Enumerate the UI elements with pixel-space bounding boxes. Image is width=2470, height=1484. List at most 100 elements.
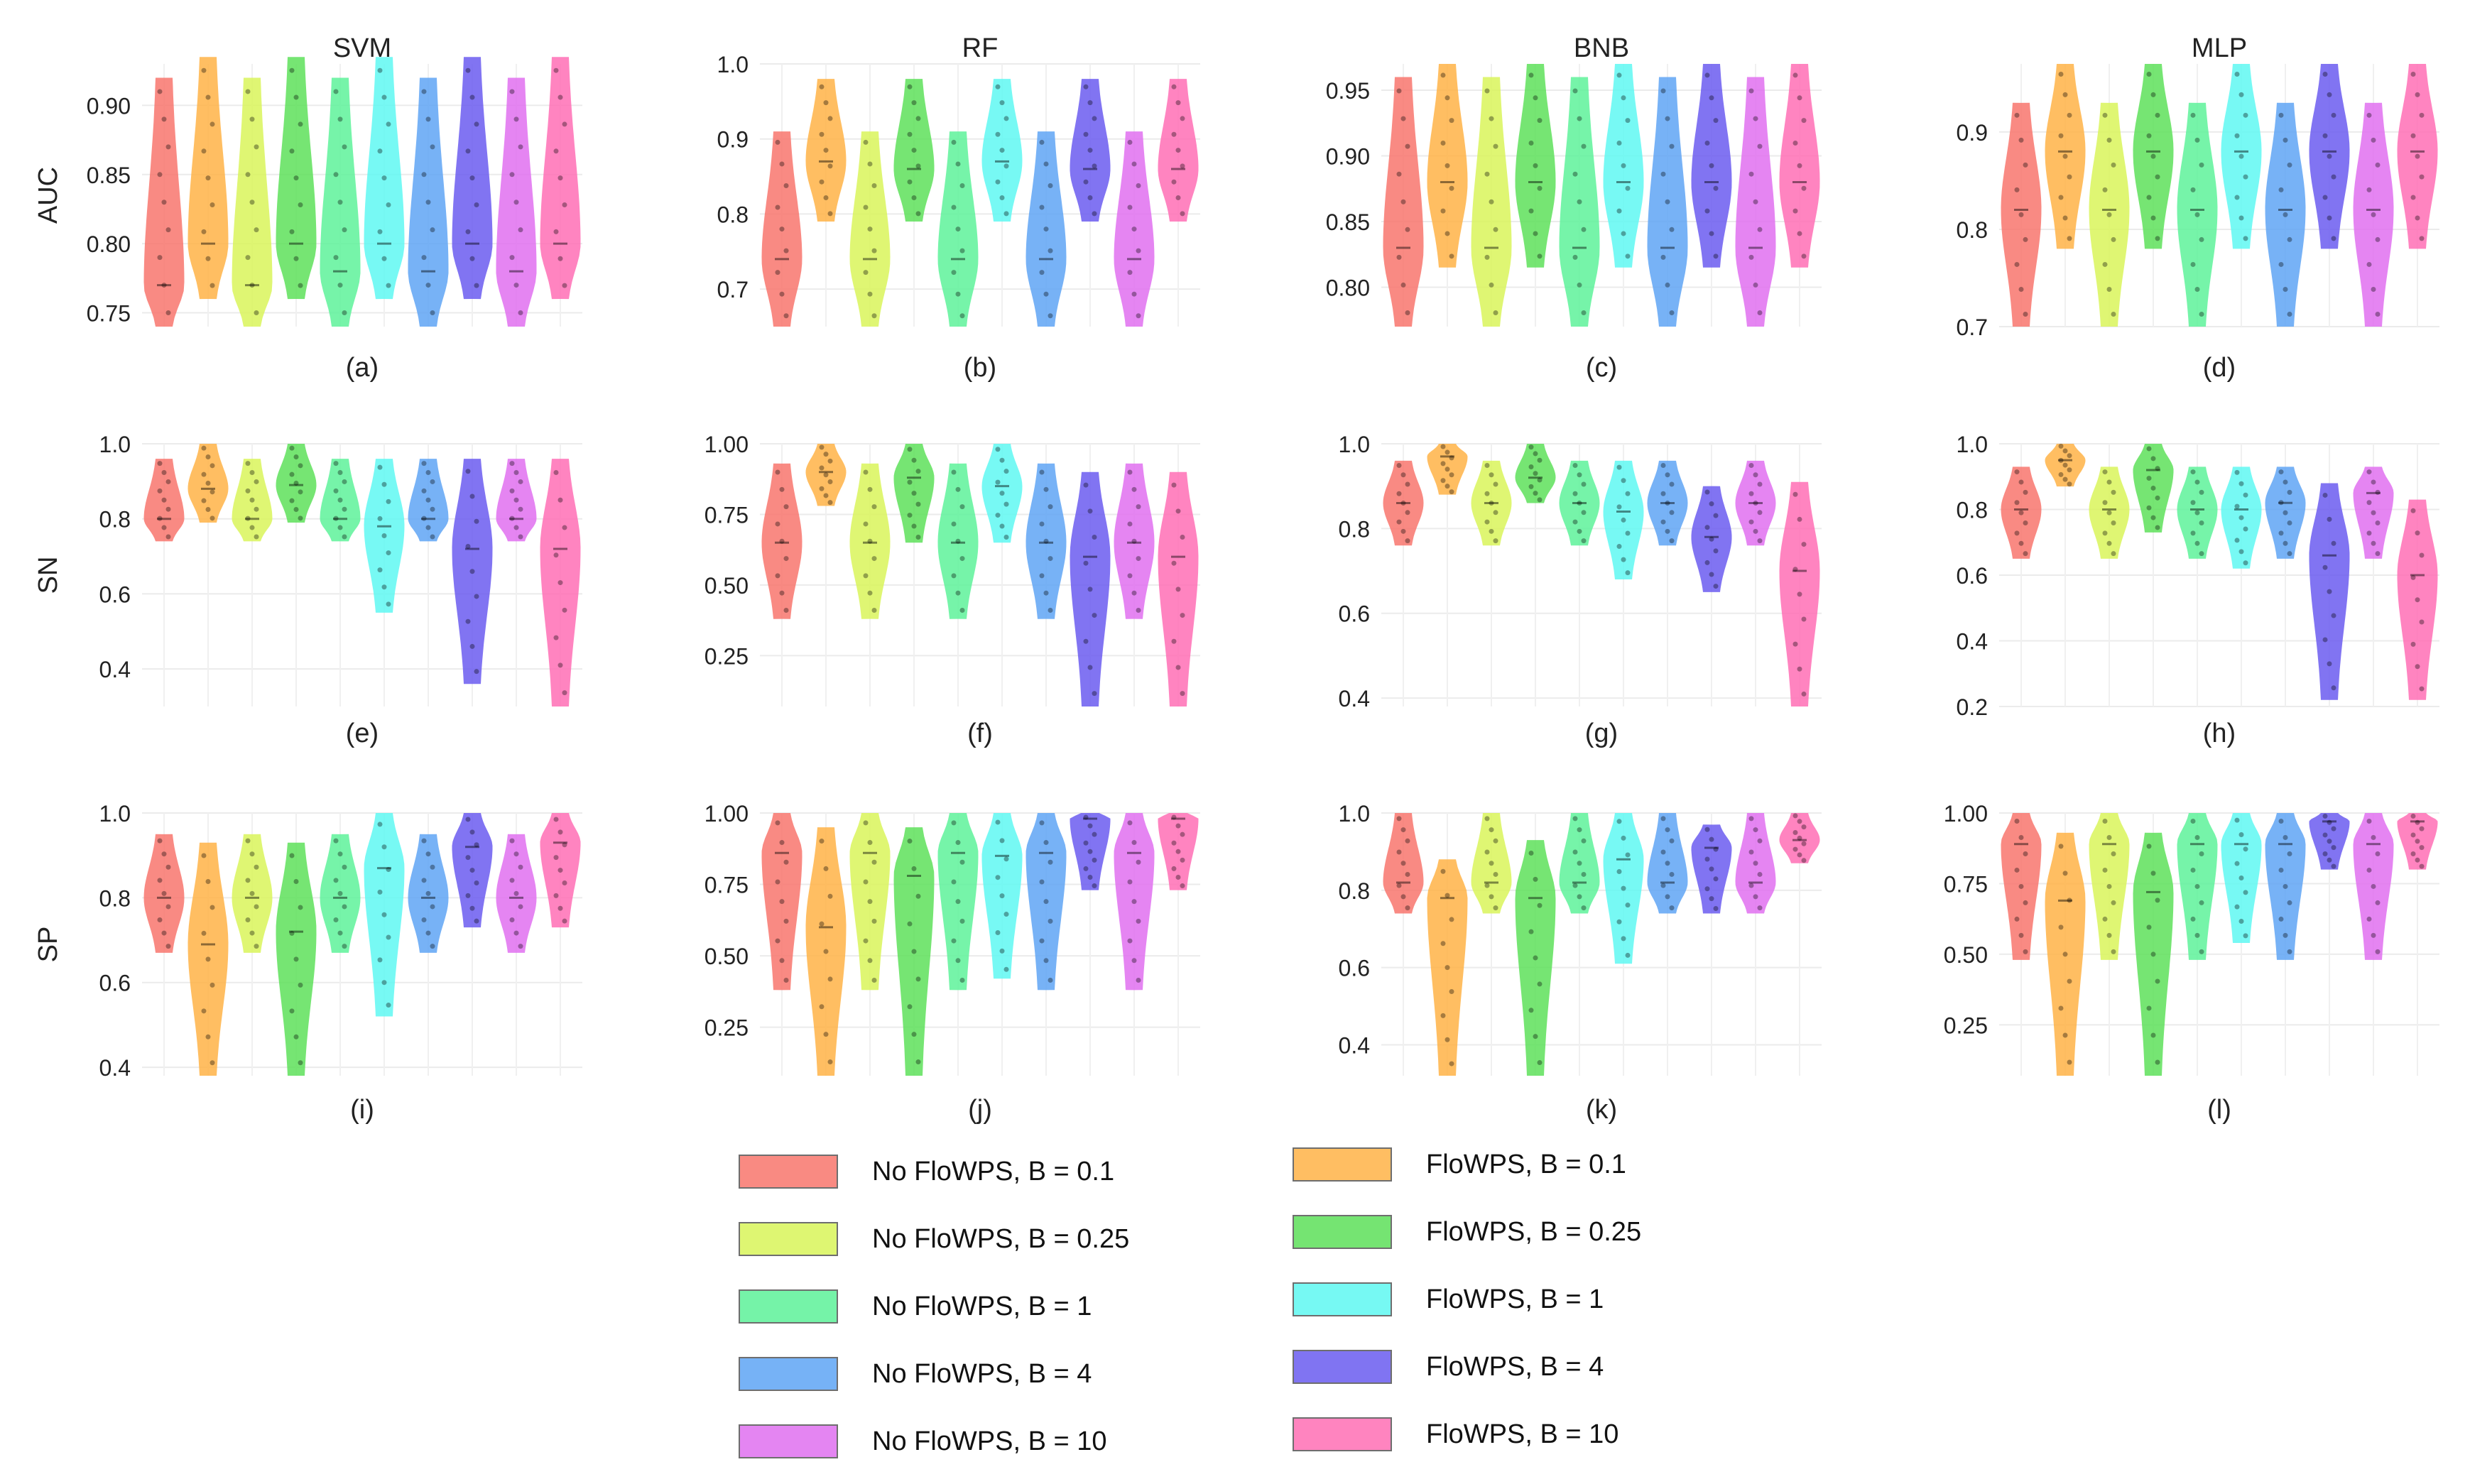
- data-point: [421, 917, 427, 923]
- data-point: [2322, 564, 2328, 570]
- data-point: [289, 445, 295, 451]
- data-point: [1625, 253, 1631, 259]
- violin: [1427, 444, 1468, 495]
- data-point: [386, 601, 391, 607]
- data-point: [553, 67, 559, 73]
- data-point: [245, 488, 251, 493]
- data-point: [1709, 866, 1714, 872]
- data-point: [1484, 816, 1490, 822]
- data-point: [1581, 838, 1587, 844]
- data-point: [1704, 826, 1710, 832]
- data-point: [2106, 932, 2112, 938]
- violin: [1114, 813, 1155, 991]
- violin: [805, 444, 847, 506]
- data-point: [2287, 949, 2292, 954]
- data-point: [1493, 905, 1498, 911]
- data-point: [2415, 664, 2420, 670]
- data-point: [1704, 856, 1710, 862]
- data-point: [553, 855, 559, 861]
- data-point: [951, 820, 957, 826]
- data-point: [1801, 824, 1807, 830]
- data-point: [1537, 497, 1543, 503]
- data-point: [386, 1003, 391, 1008]
- legend-label: No FloWPS, B = 1: [872, 1291, 1092, 1321]
- data-point: [386, 498, 391, 504]
- data-point: [2415, 92, 2420, 97]
- data-point: [783, 556, 789, 562]
- data-point: [1669, 871, 1675, 877]
- data-point: [342, 310, 347, 316]
- legend-swatch: [1293, 1417, 1392, 1451]
- data-point: [2102, 112, 2108, 118]
- y-tick-label: 0.8: [1339, 878, 1370, 904]
- data-point: [1792, 72, 1798, 78]
- data-point: [2102, 187, 2108, 192]
- data-point: [2018, 540, 2024, 546]
- data-point: [1445, 95, 1450, 101]
- data-point: [1493, 227, 1498, 232]
- data-point: [1533, 491, 1538, 496]
- data-point: [1621, 95, 1626, 101]
- violin: [143, 834, 185, 953]
- data-point: [1043, 899, 1049, 905]
- data-point: [1171, 131, 1177, 137]
- data-point: [1445, 467, 1450, 472]
- data-point: [1043, 227, 1049, 232]
- data-point: [863, 879, 869, 885]
- data-point: [995, 479, 1001, 485]
- y-tick-label: 0.8: [1957, 217, 1988, 243]
- violin: [849, 463, 891, 619]
- violin: [1603, 64, 1644, 268]
- data-point: [2410, 813, 2416, 819]
- data-point: [2234, 133, 2240, 138]
- data-point: [951, 204, 957, 210]
- y-tick-label: 0.2: [1957, 694, 1988, 720]
- data-point: [2331, 863, 2336, 869]
- data-point: [1180, 613, 1185, 618]
- data-point: [1528, 208, 1534, 214]
- data-point: [2106, 510, 2112, 515]
- violin: [2045, 444, 2086, 487]
- data-point: [2199, 311, 2204, 317]
- data-point: [509, 172, 515, 178]
- data-point: [2058, 471, 2064, 477]
- data-point: [289, 930, 295, 936]
- data-point: [955, 538, 961, 544]
- data-point: [1801, 691, 1807, 697]
- data-point: [430, 944, 435, 949]
- data-point: [333, 461, 339, 467]
- data-point: [1577, 894, 1582, 900]
- data-point: [1713, 253, 1719, 259]
- data-point: [254, 144, 259, 150]
- data-point: [161, 890, 167, 896]
- data-point: [1572, 171, 1578, 177]
- data-point: [469, 94, 475, 100]
- data-point: [819, 84, 825, 89]
- column-title: MLP: [2192, 33, 2247, 63]
- data-point: [2331, 613, 2336, 618]
- data-point: [1136, 313, 1141, 319]
- data-point: [2190, 187, 2196, 192]
- violin: [761, 131, 803, 327]
- panel: 0.4 0.6 0.8 1.0 (i): [99, 801, 582, 1125]
- data-point: [2234, 503, 2240, 509]
- data-point: [1801, 841, 1807, 846]
- data-point: [995, 84, 1001, 89]
- data-point: [1127, 938, 1133, 944]
- data-point: [425, 283, 431, 288]
- data-point: [381, 980, 387, 986]
- data-point: [165, 864, 171, 870]
- data-point: [2146, 1005, 2152, 1011]
- data-point: [381, 94, 387, 100]
- violin: [1779, 64, 1820, 268]
- data-point: [823, 472, 829, 478]
- data-point: [951, 270, 957, 275]
- data-point: [1136, 248, 1141, 253]
- data-point: [1704, 489, 1710, 495]
- data-point: [2238, 92, 2244, 97]
- data-point: [819, 465, 825, 471]
- data-point: [959, 556, 965, 562]
- data-point: [1533, 163, 1538, 168]
- data-point: [2243, 526, 2248, 532]
- data-point: [907, 1004, 913, 1010]
